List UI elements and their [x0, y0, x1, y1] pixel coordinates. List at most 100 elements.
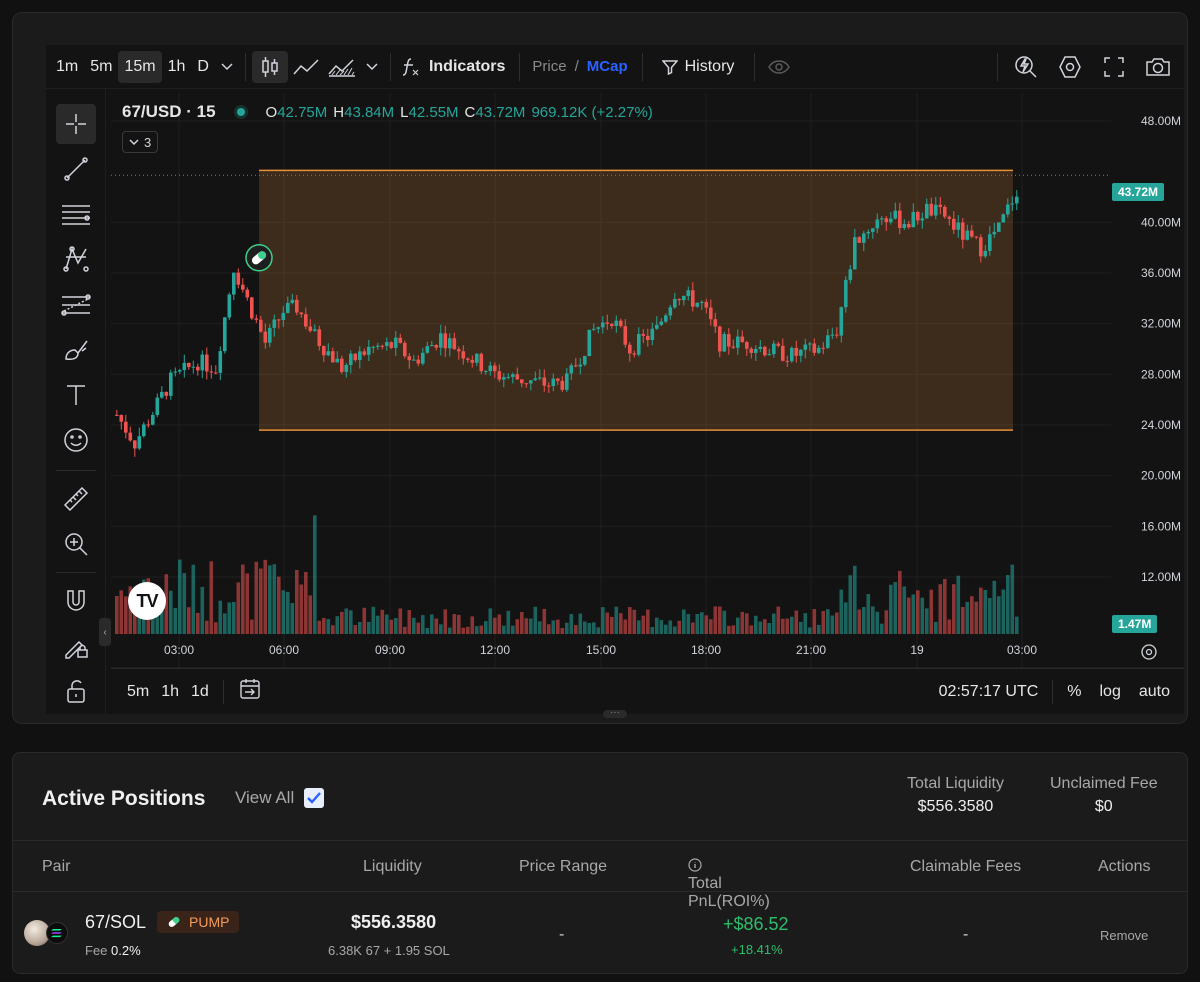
volume-bar — [749, 625, 754, 634]
auto-toggle[interactable]: auto — [1138, 682, 1170, 700]
camera-icon[interactable] — [1136, 51, 1180, 83]
emoji-icon[interactable] — [56, 420, 96, 460]
mcap-toggle[interactable]: MCap — [586, 58, 628, 75]
price-chart[interactable]: 48.00M 40.00M 36.00M 32.00M 28.00M 24.00M 20.0… — [111, 93, 1184, 668]
magnet-icon[interactable] — [56, 581, 96, 621]
settings-hexagon-icon[interactable] — [1048, 51, 1092, 83]
candle-body — [817, 347, 821, 353]
info-icon[interactable] — [688, 858, 702, 872]
price-axis-label: 36.00M — [1141, 266, 1181, 280]
liquidity-value: $556.3580 — [351, 912, 437, 932]
candle-body — [844, 279, 848, 308]
candles-icon[interactable] — [251, 50, 288, 83]
candle-body — [331, 351, 335, 363]
unclaimed-fee-label: Unclaimed Fee — [1050, 775, 1158, 792]
volume-bar — [434, 618, 439, 634]
candle-body — [880, 218, 884, 220]
collapse-toolbar-handle[interactable]: ‹ — [99, 618, 111, 646]
eye-icon[interactable] — [761, 51, 797, 83]
candle-body — [412, 359, 416, 361]
ruler-icon[interactable] — [56, 479, 96, 519]
interval-15m[interactable]: 15m — [118, 50, 162, 83]
chart-type-chevron-down-icon[interactable] — [360, 51, 384, 83]
candle-body — [907, 223, 911, 228]
volume-bar — [1001, 589, 1006, 634]
table-row[interactable]: 67/SOL PUMP Fee 0.2% $556.3580 6.38K 67 … — [13, 893, 1187, 973]
volume-bar — [497, 614, 502, 634]
col-pnl-label: Total PnL(ROI%) — [688, 875, 770, 910]
range-1d[interactable]: 1d — [191, 682, 209, 700]
volume-bar — [214, 622, 218, 634]
interval-1m[interactable]: 1m — [56, 57, 79, 75]
candle-body — [650, 328, 655, 340]
pill-icon — [168, 917, 180, 927]
history-button[interactable]: History — [684, 57, 735, 75]
horizontal-lines-icon[interactable] — [56, 194, 96, 234]
volume-bar — [902, 586, 907, 634]
interval-1h[interactable]: 1h — [167, 57, 186, 75]
range-1h[interactable]: 1h — [161, 682, 180, 700]
utc-clock[interactable]: 02:57:17 UTC — [938, 682, 1039, 700]
resize-handle[interactable]: ··· — [603, 708, 627, 718]
low-key: L — [400, 103, 409, 121]
pair-name[interactable]: 67/SOL — [85, 912, 147, 932]
candle-body — [740, 336, 745, 343]
area-chart-icon[interactable] — [324, 51, 360, 83]
text-icon[interactable] — [56, 375, 96, 415]
range-5m[interactable]: 5m — [127, 682, 150, 700]
candle-body — [340, 358, 344, 372]
view-all-checkbox[interactable] — [304, 788, 325, 808]
candle-body — [826, 335, 830, 348]
fib-retracement-icon[interactable] — [56, 285, 96, 325]
interval-chevron-down-icon[interactable] — [215, 51, 239, 83]
volume-bar — [844, 602, 848, 634]
zoom-in-icon[interactable] — [56, 524, 96, 564]
candle-body — [767, 354, 772, 356]
goto-date-icon[interactable] — [232, 678, 268, 705]
interval-5m[interactable]: 5m — [90, 57, 113, 75]
percent-toggle[interactable]: % — [1067, 682, 1082, 700]
legend-collapse-button[interactable]: 3 — [122, 131, 159, 153]
lock-drawing-icon[interactable] — [56, 626, 96, 666]
symbol-label[interactable]: 67/USD · 15 — [122, 102, 216, 121]
candle-body — [475, 353, 479, 363]
candle-body — [245, 289, 250, 298]
volume-bar — [1010, 564, 1015, 634]
function-icon[interactable] — [397, 51, 425, 83]
pattern-icon[interactable] — [56, 239, 96, 279]
tradingview-logo[interactable]: TV — [128, 582, 166, 620]
brush-icon[interactable] — [56, 330, 96, 370]
candle-body — [1006, 204, 1010, 215]
fullscreen-icon[interactable] — [1092, 51, 1136, 83]
volume-bar — [808, 627, 812, 634]
volume-bar — [578, 613, 583, 634]
log-toggle[interactable]: log — [1099, 682, 1121, 700]
candle-body — [790, 347, 794, 362]
unlock-icon[interactable] — [56, 671, 96, 711]
price-axis-label: 20.00M — [1141, 469, 1181, 483]
line-chart-icon[interactable] — [288, 51, 324, 83]
volume-bar — [457, 614, 461, 634]
check-icon — [307, 792, 322, 804]
volume-bar — [385, 614, 389, 634]
volume-bar — [335, 616, 340, 634]
volume-bar — [272, 564, 277, 634]
col-claimable-fees: Claimable Fees — [910, 858, 1022, 875]
candle-body — [124, 421, 128, 433]
trendline-icon[interactable] — [56, 149, 96, 189]
volume-bar — [803, 613, 808, 634]
remove-button[interactable]: Remove — [1100, 928, 1149, 943]
volume-bar — [475, 626, 479, 634]
alert-lightning-icon[interactable] — [1004, 51, 1048, 83]
candle-body — [938, 204, 943, 207]
price-toggle[interactable]: Price — [532, 58, 567, 75]
crosshair-icon[interactable] — [56, 104, 96, 144]
candle-body — [848, 269, 853, 280]
filter-icon[interactable] — [657, 51, 683, 83]
interval-d[interactable]: D — [197, 57, 209, 75]
price-axis-label: 12.00M — [1141, 570, 1181, 584]
indicators-button[interactable]: Indicators — [428, 57, 506, 75]
axis-settings-gear-icon[interactable] — [1138, 641, 1160, 663]
volume-bar — [380, 609, 385, 634]
view-all-toggle[interactable]: View All — [235, 788, 325, 808]
